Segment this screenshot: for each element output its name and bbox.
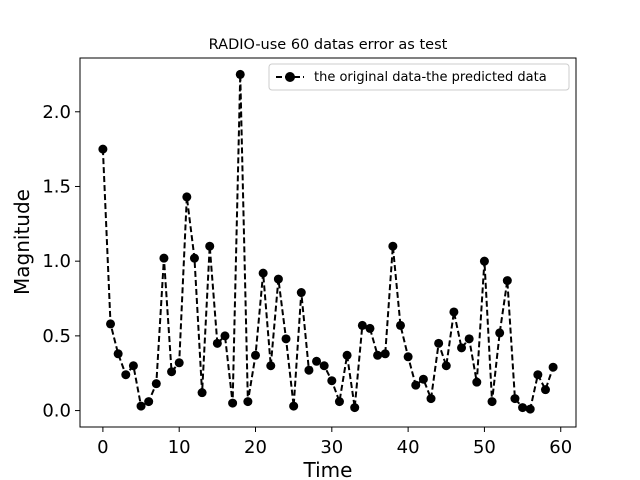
data-point <box>113 349 123 359</box>
data-point <box>487 397 497 407</box>
data-point <box>479 256 489 266</box>
legend-box <box>268 63 570 91</box>
data-point <box>426 394 436 404</box>
data-point <box>449 307 459 317</box>
data-point <box>121 370 131 380</box>
data-point <box>502 276 512 286</box>
data-point <box>533 370 543 380</box>
data-point <box>273 274 283 284</box>
data-point <box>540 385 550 395</box>
data-point <box>144 397 154 407</box>
y-axis: 0.0 0.5 1.0 1.5 2.0 <box>42 102 80 422</box>
data-point <box>167 367 177 377</box>
data-point <box>228 398 238 408</box>
data-point <box>388 241 398 251</box>
data-point <box>373 350 383 360</box>
chart-title: RADIO-use 60 datas error as test <box>209 37 448 53</box>
data-point <box>510 394 520 404</box>
y-tick-label: 1.0 <box>42 251 71 272</box>
data-point <box>327 376 337 386</box>
data-point <box>159 253 169 263</box>
legend-marker-sample <box>285 72 295 82</box>
y-tick-label: 0.0 <box>42 401 71 422</box>
data-point <box>342 350 352 360</box>
data-point <box>457 343 467 353</box>
data-point <box>98 144 108 154</box>
data-point <box>304 365 314 375</box>
data-point <box>296 288 306 298</box>
data-point <box>174 358 184 368</box>
data-point <box>350 403 360 413</box>
data-point <box>495 328 505 338</box>
data-point <box>334 397 344 407</box>
x-tick-label: 60 <box>549 437 572 458</box>
data-point <box>403 352 413 362</box>
data-point <box>151 379 161 389</box>
y-tick-label: 1.5 <box>42 176 71 197</box>
data-point <box>380 349 390 359</box>
y-tick-label: 0.5 <box>42 326 71 347</box>
data-point <box>197 388 207 398</box>
data-point <box>136 401 146 411</box>
data-point <box>411 380 421 390</box>
data-point <box>182 192 192 202</box>
data-point <box>518 403 528 413</box>
x-tick-label: 10 <box>168 437 191 458</box>
x-tick-label: 50 <box>473 437 496 458</box>
y-axis-label: Magnitude <box>10 189 34 295</box>
x-axis-label: Time <box>303 458 353 480</box>
data-point <box>106 319 116 329</box>
data-point <box>441 361 451 371</box>
data-point <box>319 361 329 371</box>
data-point <box>289 401 299 411</box>
data-point <box>525 404 535 414</box>
data-point <box>128 361 138 371</box>
data-point <box>243 397 253 407</box>
data-point <box>312 356 322 366</box>
data-point <box>266 361 276 371</box>
data-point <box>418 374 428 384</box>
x-axis: 0 10 20 30 40 50 60 <box>97 427 572 458</box>
data-point <box>258 268 268 278</box>
x-tick-label: 0 <box>97 437 108 458</box>
data-point <box>205 241 215 251</box>
data-point <box>395 320 405 330</box>
data-point <box>281 334 291 344</box>
axes-frame <box>79 57 577 428</box>
data-point <box>189 253 199 263</box>
data-point <box>548 362 558 372</box>
data-point <box>220 331 230 341</box>
data-point <box>472 377 482 387</box>
data-point <box>365 323 375 333</box>
data-point <box>212 338 222 348</box>
legend: the original data-the predicted data <box>268 63 570 91</box>
x-tick-label: 40 <box>397 437 420 458</box>
data-point <box>251 350 261 360</box>
x-tick-label: 30 <box>320 437 343 458</box>
data-point <box>464 334 474 344</box>
plot-area <box>98 69 558 414</box>
data-point <box>235 69 245 79</box>
y-tick-label: 2.0 <box>42 102 71 123</box>
data-point <box>434 338 444 348</box>
legend-label: the original data-the predicted data <box>314 70 547 85</box>
x-tick-label: 20 <box>244 437 267 458</box>
data-point <box>357 320 367 330</box>
